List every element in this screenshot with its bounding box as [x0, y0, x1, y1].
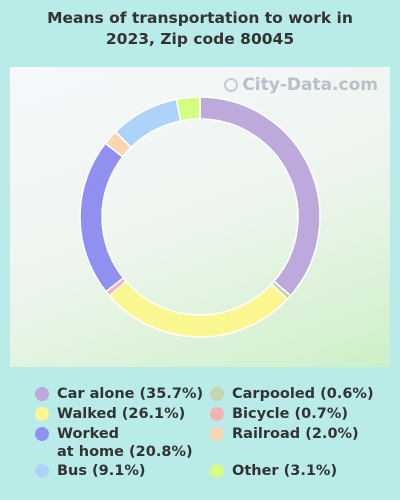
legend-swatch — [35, 464, 49, 478]
donut-chart — [79, 96, 321, 338]
legend-label: Bicycle (0.7%) — [232, 406, 348, 422]
legend-swatch — [210, 427, 224, 441]
legend-label: Railroad (2.0%) — [232, 426, 359, 442]
donut-slice-4 — [79, 142, 125, 293]
legend-item-3: Bicycle (0.7%) — [210, 405, 348, 423]
legend-swatch — [210, 407, 224, 421]
legend-swatch — [35, 427, 49, 441]
legend-swatch — [35, 387, 49, 401]
legend-item-7: Other (3.1%) — [210, 462, 337, 480]
legend-swatch — [35, 407, 49, 421]
donut-slice-7 — [175, 96, 201, 122]
donut-slice-0 — [199, 96, 321, 297]
legend-label: Other (3.1%) — [232, 463, 338, 479]
legend-item-4: Worked at home (20.8%) — [35, 425, 193, 461]
legend-item-2: Walked (26.1%) — [35, 405, 185, 423]
donut-slice-6 — [114, 98, 182, 149]
legend-label: Walked (26.1%) — [57, 406, 186, 422]
legend-swatch — [210, 464, 224, 478]
watermark-text: City-Data.com — [242, 75, 378, 95]
watermark: City-Data.com — [224, 75, 378, 95]
legend-label: Bus (9.1%) — [57, 463, 146, 479]
chart-title: Means of transportation to work in 2023,… — [47, 9, 353, 48]
legend-label: Carpooled (0.6%) — [232, 386, 374, 402]
city-data-logo-icon — [224, 78, 239, 92]
chart-panel: City-Data.com — [10, 67, 390, 367]
legend: Car alone (35.7%) Carpooled (0.6%) Walked … — [0, 385, 400, 495]
legend-item-5: Railroad (2.0%) — [210, 425, 359, 443]
legend-label: Car alone (35.7%) — [57, 386, 204, 402]
legend-item-6: Bus (9.1%) — [35, 462, 146, 480]
legend-label: Worked at home (20.8%) — [57, 426, 193, 460]
legend-item-0: Car alone (35.7%) — [35, 385, 203, 403]
legend-swatch — [210, 387, 224, 401]
donut-slice-2 — [108, 280, 289, 338]
legend-item-1: Carpooled (0.6%) — [210, 385, 374, 403]
